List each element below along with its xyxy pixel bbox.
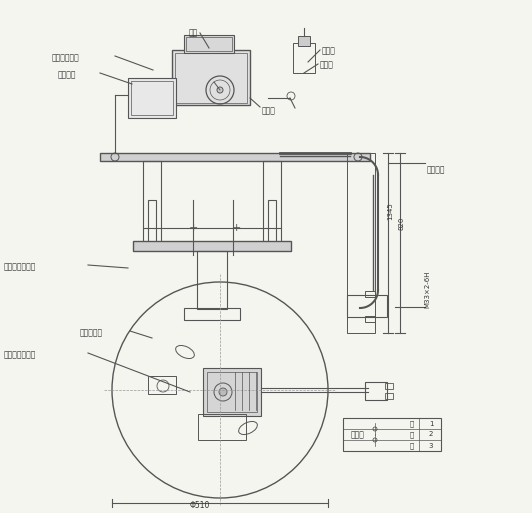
- Bar: [293, 43, 315, 73]
- Text: +: +: [231, 223, 240, 233]
- Text: 1: 1: [429, 421, 433, 426]
- Bar: [143, 161, 161, 243]
- Bar: [197, 251, 227, 309]
- Text: M33×2-6H: M33×2-6H: [424, 270, 430, 308]
- Bar: [175, 53, 247, 103]
- Bar: [148, 200, 156, 245]
- Text: 位位报警连线盒: 位位报警连线盒: [4, 262, 36, 271]
- Bar: [347, 295, 387, 317]
- Text: 2: 2: [429, 431, 433, 438]
- Bar: [172, 50, 250, 105]
- Bar: [184, 35, 234, 53]
- Text: 绿: 绿: [410, 442, 414, 449]
- Bar: [203, 368, 261, 416]
- Text: +: +: [188, 223, 198, 233]
- Text: 安全阀: 安全阀: [320, 60, 334, 69]
- Bar: [385, 383, 393, 389]
- Bar: [148, 376, 176, 394]
- Text: 电磁开关: 电磁开关: [58, 70, 77, 79]
- Circle shape: [219, 388, 227, 396]
- Text: 汽液制止人口: 汽液制止人口: [52, 53, 80, 62]
- Bar: [298, 36, 310, 46]
- Bar: [133, 241, 291, 251]
- Text: 油标: 油标: [188, 28, 197, 37]
- Text: 低位报警接线盒: 低位报警接线盒: [4, 350, 36, 359]
- Bar: [131, 81, 173, 115]
- Bar: [128, 78, 176, 118]
- Bar: [365, 382, 387, 400]
- Text: 红: 红: [410, 420, 414, 427]
- Bar: [347, 153, 375, 333]
- Text: 820: 820: [399, 216, 405, 230]
- Text: 油位计视口: 油位计视口: [80, 328, 103, 337]
- Bar: [207, 372, 257, 412]
- Text: 3: 3: [429, 443, 433, 448]
- Text: Φ510: Φ510: [190, 501, 210, 510]
- Text: 低液位: 低液位: [351, 430, 365, 439]
- Bar: [365, 316, 375, 322]
- Bar: [184, 308, 240, 320]
- Bar: [385, 393, 393, 399]
- Bar: [100, 153, 370, 161]
- Text: 排气口: 排气口: [262, 106, 276, 115]
- Bar: [198, 414, 246, 440]
- Text: 压力表: 压力表: [322, 46, 336, 55]
- Text: 黄: 黄: [410, 431, 414, 438]
- Text: 1345: 1345: [387, 202, 393, 220]
- Bar: [268, 200, 276, 245]
- Text: 出油软管: 出油软管: [427, 165, 445, 174]
- Bar: [263, 161, 281, 243]
- Circle shape: [217, 87, 223, 93]
- Bar: [186, 37, 232, 51]
- Bar: [343, 418, 441, 451]
- Bar: [365, 291, 375, 297]
